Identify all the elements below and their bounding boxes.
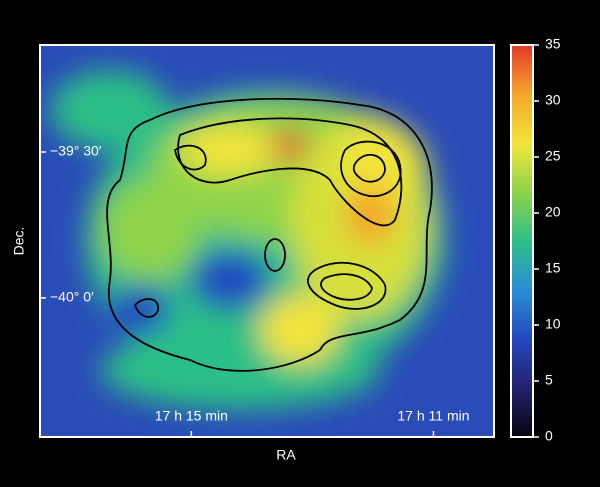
colorbar-tick-label: 30 [545,92,561,108]
colorbar-tick-label: 10 [545,316,561,332]
y-axis-label: Dec. [11,227,27,256]
colorbar-tick-label: 35 [545,36,561,52]
colorbar-tick-label: 0 [545,428,553,444]
x-tick-label: 17 h 11 min [397,408,469,424]
colorbar [510,44,534,438]
plot-frame [39,44,495,438]
colorbar-tick-label: 25 [545,148,561,164]
heatmap-image [40,45,494,437]
x-axis-label: RA [276,447,296,463]
colorbar-tick-label: 5 [545,372,553,388]
colorbar-tick-label: 20 [545,204,561,220]
x-tick-label: 17 h 15 min [155,408,228,424]
y-tick-label: −39° 30′ [50,143,102,159]
y-tick-label: −40° 0′ [50,289,94,305]
colorbar-tick-label: 15 [545,260,561,276]
